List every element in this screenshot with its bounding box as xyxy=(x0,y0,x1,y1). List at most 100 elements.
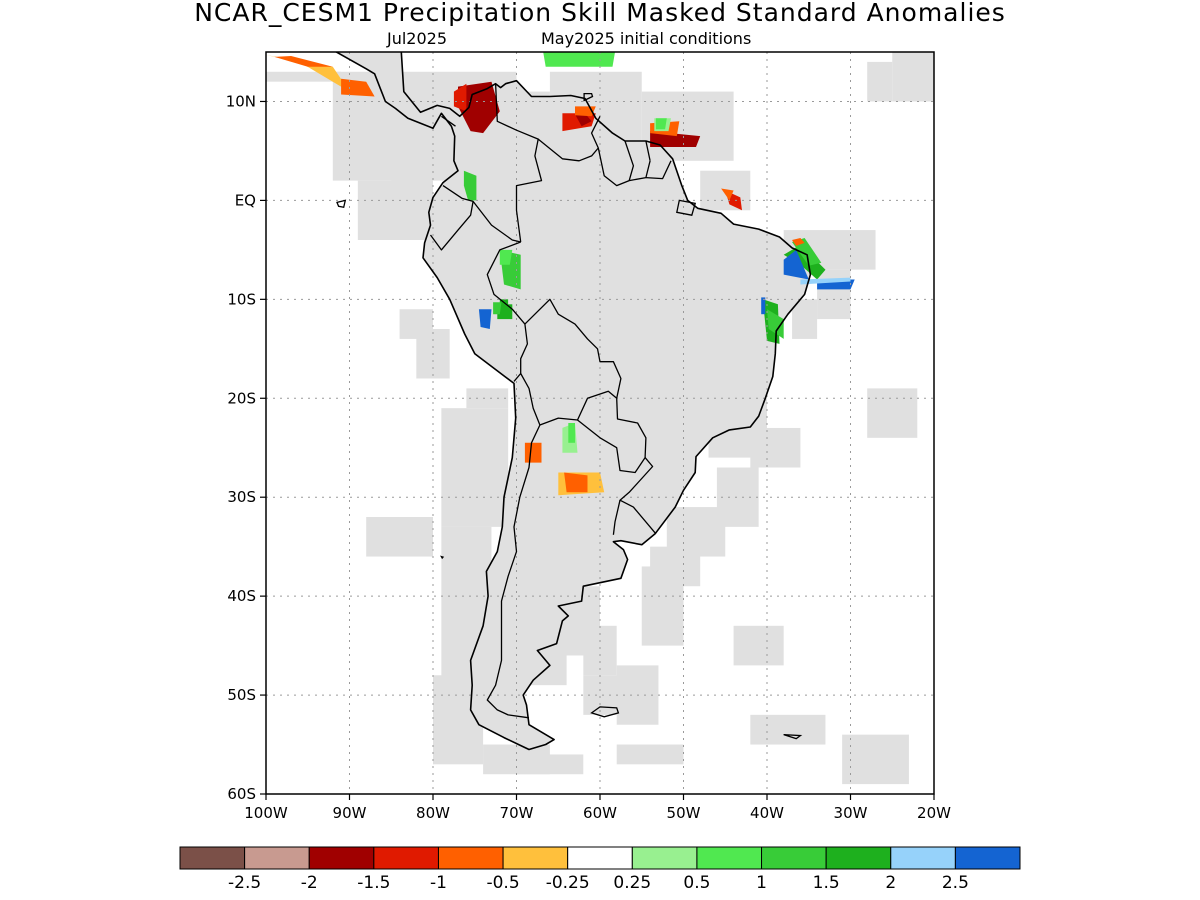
anomaly-patch-33 xyxy=(564,472,588,493)
mask-block-16 xyxy=(441,526,492,607)
mask-block-26 xyxy=(867,388,918,438)
country-border-13 xyxy=(577,398,647,474)
island-2 xyxy=(583,92,594,102)
colorbar-label: -1 xyxy=(430,873,447,893)
anomaly-patch-8 xyxy=(650,131,701,147)
colorbar-label: 1 xyxy=(756,873,767,893)
land-mask xyxy=(336,52,811,750)
mask-block-28 xyxy=(750,427,801,468)
mask-block-13 xyxy=(466,388,509,409)
colorbar-label: 1.5 xyxy=(813,873,840,893)
mask-block-20 xyxy=(516,754,584,775)
anomaly-layer xyxy=(266,52,855,496)
lat-tick-label: 10S xyxy=(227,290,256,308)
anomaly-patch-28 xyxy=(761,297,766,315)
colorbar-swatch-11 xyxy=(890,846,956,870)
mask-block-23 xyxy=(733,625,784,666)
coastline-layer xyxy=(334,52,812,751)
colorbar-swatch-0 xyxy=(179,846,246,870)
anomaly-patch-22 xyxy=(499,249,513,265)
chart-title: NCAR_CESM1 Precipitation Skill Masked St… xyxy=(194,0,1006,27)
lon-tick-label: 80W xyxy=(416,804,450,822)
anomaly-patch-24 xyxy=(478,309,492,329)
colorbar-label: -0.5 xyxy=(486,873,519,893)
anomaly-patch-18 xyxy=(800,277,851,285)
mask-block-8 xyxy=(792,299,818,339)
island-0 xyxy=(590,706,620,718)
anomaly-patch-16 xyxy=(783,249,809,280)
country-border-11 xyxy=(524,298,622,399)
colorbar-swatch-1 xyxy=(244,846,310,870)
island-4 xyxy=(336,199,347,209)
lat-tick-label: 20S xyxy=(227,389,256,407)
country-border-3 xyxy=(429,201,474,251)
country-border-9 xyxy=(645,140,651,161)
country-border-10 xyxy=(645,160,672,180)
country-border-2 xyxy=(442,185,521,243)
continent-coastline xyxy=(334,52,812,751)
colorbar-label: 2 xyxy=(885,873,896,893)
mask-block-34 xyxy=(867,61,893,102)
mask-block-18 xyxy=(433,675,484,765)
subtitle-initial-conditions: May2025 initial conditions xyxy=(541,29,752,48)
mask-block-22 xyxy=(583,675,634,715)
mask-block-38 xyxy=(616,744,684,765)
colorbar-swatch-2 xyxy=(308,846,375,870)
colorbar-swatch-9 xyxy=(761,846,827,870)
colorbar-swatch-10 xyxy=(825,846,892,870)
lat-tick-label: 50S xyxy=(227,686,256,704)
lon-tick-label: 40W xyxy=(750,804,784,822)
mask-block-10 xyxy=(357,180,400,240)
mask-block-25 xyxy=(842,734,909,785)
colorbar-swatch-4 xyxy=(437,846,504,870)
lat-tick-label: 10N xyxy=(226,92,256,110)
lon-tick-label: 50W xyxy=(667,804,701,822)
lon-tick-label: 90W xyxy=(333,804,367,822)
colorbar-swatch-7 xyxy=(631,846,698,870)
mask-block-24 xyxy=(750,714,826,745)
anomaly-patch-27 xyxy=(767,309,784,339)
lat-tick-label: 30S xyxy=(227,488,256,506)
island-3 xyxy=(676,199,697,216)
mask-block-37 xyxy=(516,635,567,686)
lon-tick-label: 60W xyxy=(583,804,617,822)
anomaly-patch-20 xyxy=(463,170,477,201)
country-border-0 xyxy=(441,115,456,127)
anomaly-patch-0 xyxy=(266,55,350,92)
anomaly-patch-3 xyxy=(458,81,500,134)
anomaly-patch-4 xyxy=(453,83,467,112)
island-1 xyxy=(783,733,803,740)
anomaly-patch-11 xyxy=(655,118,667,130)
lon-tick-label: 70W xyxy=(500,804,534,822)
colorbar-label: 0.25 xyxy=(613,873,651,893)
mask-block-14 xyxy=(441,408,509,527)
lon-tick-label: 100W xyxy=(244,804,288,822)
country-border-6 xyxy=(537,116,601,162)
mask-block-15 xyxy=(366,516,433,557)
lat-tick-label: EQ xyxy=(235,191,256,209)
colorbar-swatch-6 xyxy=(567,846,633,870)
mask-block-17 xyxy=(441,606,492,686)
colorbar-swatch-3 xyxy=(373,846,439,870)
anomaly-patch-2 xyxy=(341,78,375,97)
mask-block-32 xyxy=(641,566,684,646)
anomaly-patch-19 xyxy=(792,238,805,246)
colorbar-label: -1.5 xyxy=(357,873,390,893)
country-border-12 xyxy=(539,390,618,426)
grid-layer xyxy=(266,52,934,794)
lat-tick-label: 60S xyxy=(227,785,256,803)
anomaly-patch-13 xyxy=(721,188,734,201)
anomaly-patch-15 xyxy=(792,238,822,266)
colorbar-swatch-8 xyxy=(696,846,763,870)
country-border-1 xyxy=(494,83,543,243)
anomaly-patch-35 xyxy=(493,302,502,315)
mask-block-0 xyxy=(266,71,342,82)
anomaly-patch-31 xyxy=(568,423,575,443)
island-5 xyxy=(440,555,445,560)
country-border-4 xyxy=(486,241,529,382)
country-border-15 xyxy=(612,500,621,535)
colorbar-swatch-5 xyxy=(502,846,569,870)
colorbar-legend: -2.5 -2 -1.5 -1 -0.5 -0.25 0.25 0.5 1 1.5 2 2.5 xyxy=(179,846,1021,893)
